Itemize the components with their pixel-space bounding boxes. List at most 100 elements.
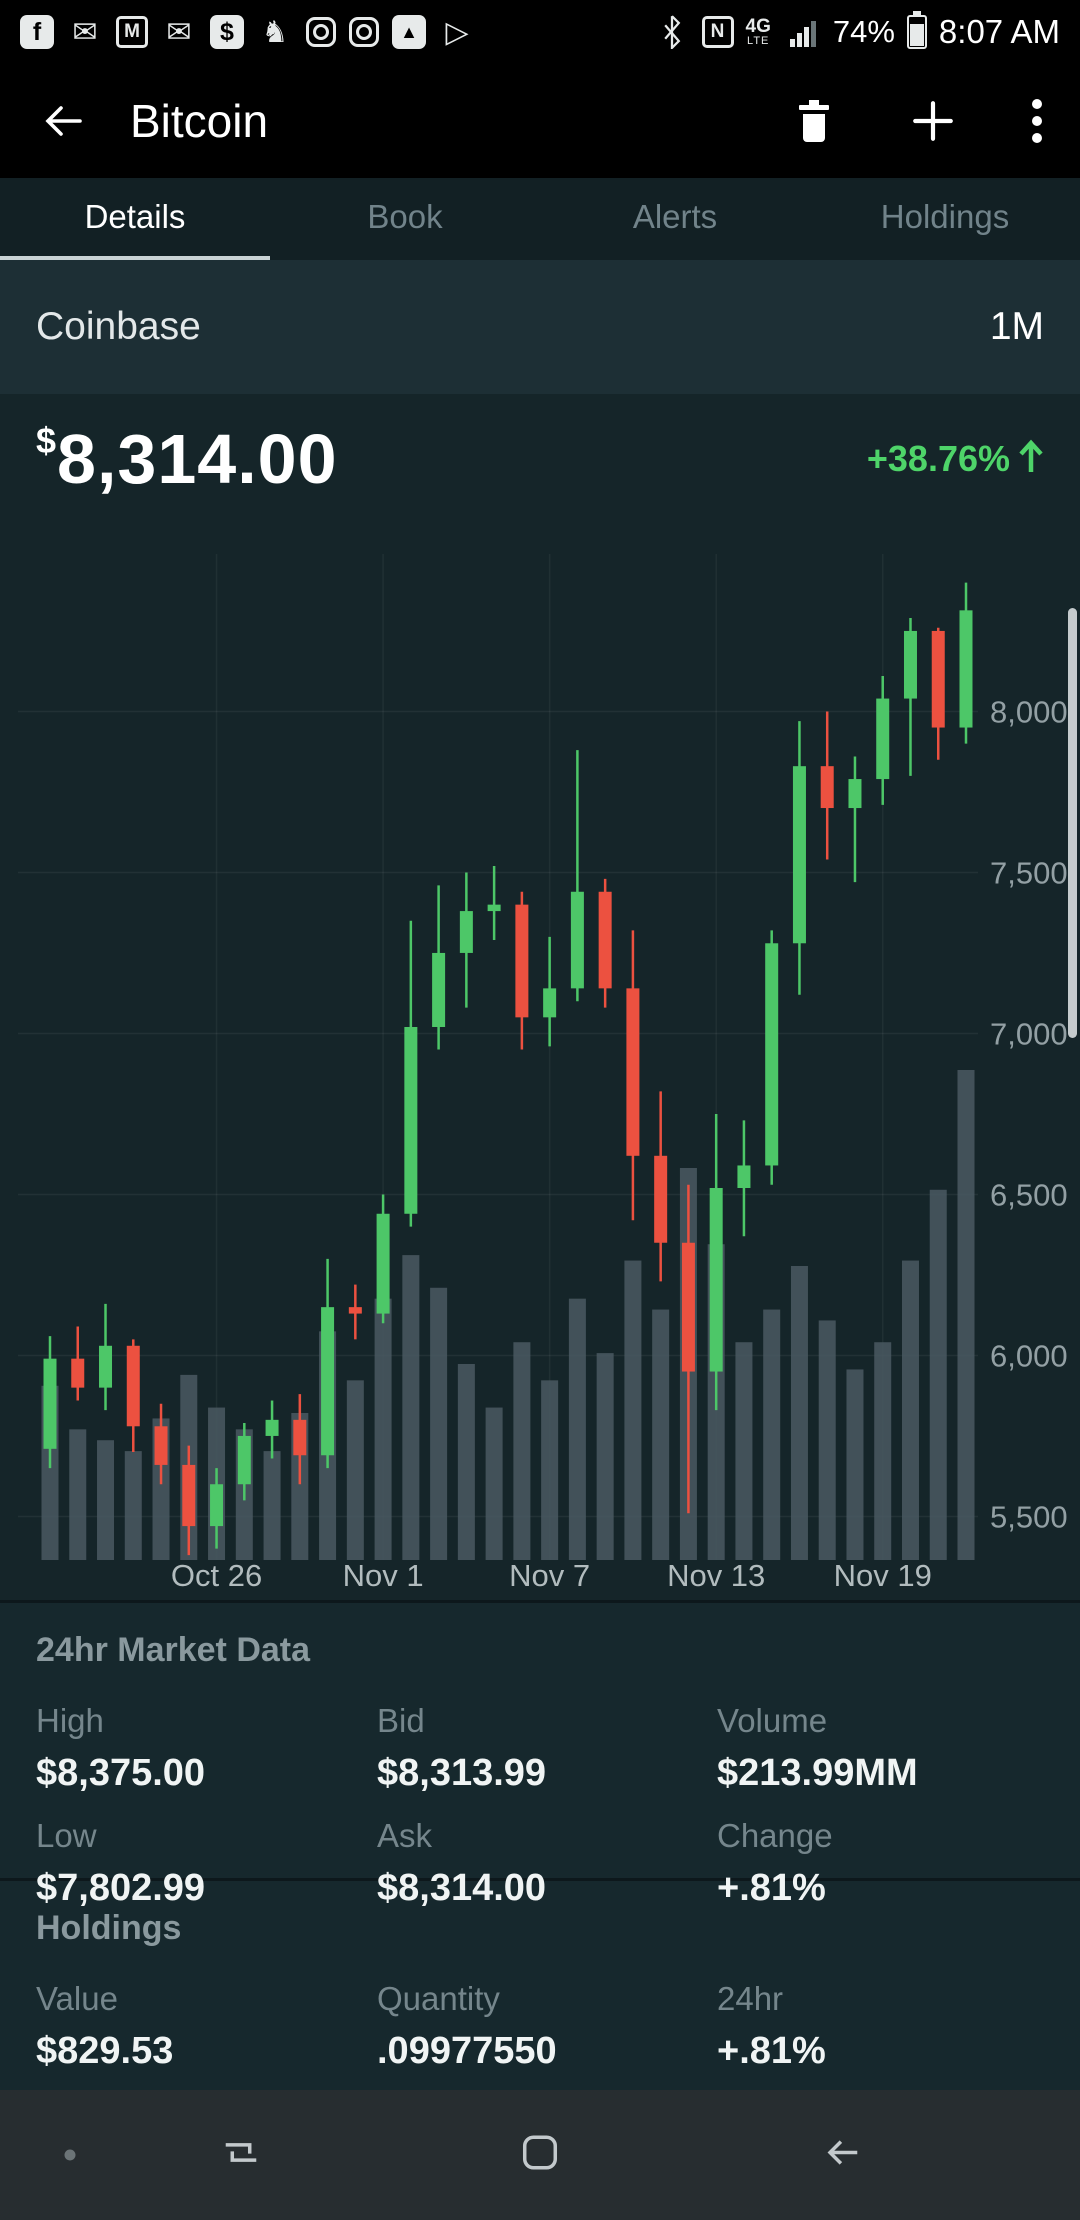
volume-bar: [957, 1070, 975, 1560]
exchange-name[interactable]: Coinbase: [36, 305, 201, 348]
volume-bar: [763, 1309, 781, 1560]
exchange-row: Coinbase 1M: [0, 260, 1080, 394]
volume-bar: [568, 1298, 586, 1560]
y-axis-label: 7,500: [990, 855, 1068, 890]
nav-hide-dot[interactable]: [64, 2149, 76, 2161]
instagram-icon-2: [349, 17, 379, 47]
facebook-icon: f: [20, 15, 54, 49]
candle-body: [210, 1484, 224, 1527]
market-cell-change: Change +.81%: [717, 1817, 833, 1909]
candle-body: [570, 891, 584, 989]
market-cell-ask: Ask $8,314.00: [377, 1817, 547, 1909]
volume-bar: [929, 1189, 947, 1560]
y-axis-label: 6,000: [990, 1338, 1068, 1373]
chart-scrollbar[interactable]: [1068, 608, 1077, 1038]
candle-body: [182, 1464, 196, 1527]
cash-app-icon: $: [210, 15, 244, 49]
tab-details[interactable]: Details: [0, 178, 270, 260]
candle-body: [487, 904, 501, 912]
app-bar: Bitcoin: [0, 64, 1080, 178]
holdings-section: Holdings Value $829.53 Quantity .0997755…: [0, 1878, 1080, 2090]
volume-bar: [263, 1451, 281, 1560]
candle-body: [99, 1345, 113, 1388]
volume-bar: [846, 1369, 864, 1560]
y-axis-label: 5,500: [990, 1499, 1068, 1534]
network-4g-label: 4G: [745, 16, 771, 37]
y-axis-label: 6,500: [990, 1177, 1068, 1212]
volume-bar: [346, 1380, 364, 1560]
timeframe-selector[interactable]: 1M: [989, 305, 1044, 348]
add-button[interactable]: [910, 98, 956, 144]
market-data-title: 24hr Market Data: [36, 1631, 311, 1669]
page-title: Bitcoin: [130, 95, 269, 147]
holdings-cell-quantity: Quantity .09977550: [377, 1980, 557, 2072]
battery-icon: [906, 11, 927, 49]
bluetooth-icon: [654, 14, 690, 50]
holdings-title: Holdings: [36, 1909, 182, 1947]
notification-icons: f ✉ M ✉ $ ♞ ▲ ▷: [20, 14, 475, 50]
battery-percent: 74%: [832, 14, 895, 49]
home-button[interactable]: [516, 2129, 564, 2182]
change-percent: +38.76%: [866, 438, 1010, 479]
market-cell-bid: Bid $8,313.99: [377, 1702, 547, 1794]
candle-body: [709, 1188, 723, 1372]
candle-body: [681, 1242, 695, 1372]
candlestick-chart[interactable]: 8,000 7,500 7,000 6,500 6,000 5,500 Oct 26 Nov …: [0, 524, 1080, 1600]
candle-body: [293, 1419, 307, 1456]
market-cell-low: Low $7,802.99: [36, 1817, 206, 1909]
recents-button[interactable]: [217, 2129, 265, 2182]
back-button[interactable]: [36, 97, 88, 145]
x-axis-label: Nov 19: [834, 1558, 932, 1593]
overflow-menu-button[interactable]: [1030, 96, 1044, 146]
tab-holdings[interactable]: Holdings: [880, 198, 1010, 235]
network-type-indicator: 4G LTE: [746, 17, 771, 47]
price-row: $8,314.00 +38.76%: [0, 394, 1080, 524]
candle-body: [903, 630, 917, 699]
volume-bar: [124, 1451, 142, 1560]
tab-book[interactable]: Book: [367, 198, 443, 235]
volume-bar: [97, 1440, 115, 1560]
volume-bar: [735, 1342, 753, 1560]
candle-body: [348, 1307, 362, 1314]
signal-strength-icon: [785, 14, 821, 50]
navigation-bar: [0, 2090, 1080, 2220]
market-cell-high: High $8,375.00: [36, 1702, 206, 1794]
volume-bar: [541, 1380, 559, 1560]
candle-body: [654, 1155, 668, 1243]
chart-canvas[interactable]: 8,000 7,500 7,000 6,500 6,000 5,500 Oct 26 Nov …: [0, 524, 1080, 1600]
candle-body: [265, 1419, 279, 1436]
nav-back-button[interactable]: [818, 2129, 866, 2182]
volume-bar: [624, 1260, 642, 1560]
candle-body: [376, 1213, 390, 1314]
y-axis-label: 8,000: [990, 694, 1068, 729]
status-bar: f ✉ M ✉ $ ♞ ▲ ▷ N 4G LTE: [0, 0, 1080, 64]
candle-body: [321, 1307, 335, 1456]
volume-bar: [430, 1287, 448, 1560]
tab-bar: Details Book Alerts Holdings: [0, 178, 1080, 260]
volume-bar: [874, 1342, 892, 1560]
candle-body: [792, 766, 806, 944]
candle-body: [126, 1345, 140, 1427]
candle-body: [848, 779, 862, 809]
candle-body: [931, 630, 945, 728]
play-store-icon: ▷: [445, 15, 469, 49]
tab-alerts[interactable]: Alerts: [632, 198, 718, 235]
candle-body: [876, 698, 890, 780]
volume-bar: [596, 1353, 614, 1560]
volume-bar: [901, 1260, 919, 1560]
network-lte-label: LTE: [747, 35, 770, 47]
delete-button[interactable]: [792, 96, 836, 146]
market-data-section: 24hr Market Data High $8,375.00 Bid $8,3…: [0, 1600, 1080, 1909]
up-arrow-icon: [1018, 439, 1044, 480]
currency-symbol: $: [36, 419, 58, 461]
candle-body: [820, 766, 834, 809]
candle-body: [737, 1165, 751, 1188]
status-bar-clock: 8:07 AM: [938, 13, 1060, 50]
volume-bar: [402, 1255, 420, 1560]
candle-body: [154, 1426, 168, 1465]
volume-bar: [69, 1429, 87, 1560]
candle-body: [71, 1358, 85, 1388]
system-status-icons: N 4G LTE 74% 8:07 AM: [654, 11, 1060, 51]
candle-body: [543, 988, 557, 1018]
volume-bar: [652, 1309, 670, 1560]
